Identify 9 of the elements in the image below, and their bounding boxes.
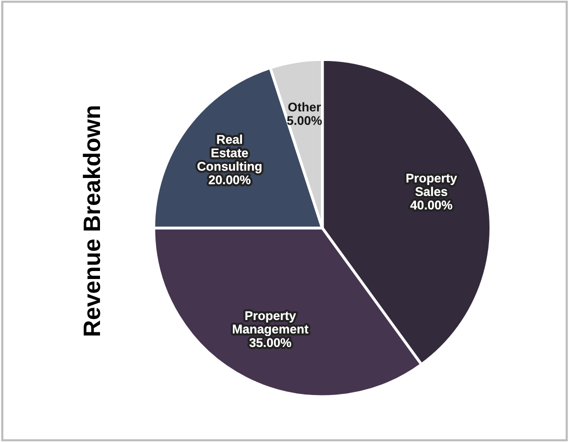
data-label: 40.00% [410,200,452,210]
data-label: 20.00% [208,175,250,184]
slice-label: Real Estate Consulting [197,134,262,174]
slice-label: Property Sales [406,174,457,196]
data-label: 35.00% [249,338,292,348]
data-label: 5.00% [287,116,322,125]
slice-label: Other [288,102,321,112]
text: Revenue Breakdown [82,106,100,336]
slice-label: Property Management [232,311,308,336]
